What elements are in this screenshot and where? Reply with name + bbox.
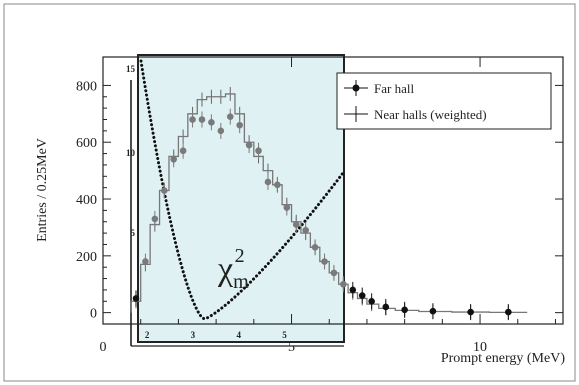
far-hall-point xyxy=(226,113,234,120)
far-hall-point xyxy=(264,178,272,186)
y-axis: 0 200 400 600 800 xyxy=(76,79,563,322)
x-tick-label: 5 xyxy=(288,340,295,355)
x-tick-label: 10 xyxy=(473,340,487,355)
far-hall-point xyxy=(330,269,338,277)
inset-x-tick-label: 4 xyxy=(236,330,241,340)
far-hall-point xyxy=(255,147,262,155)
far-hall-point xyxy=(236,121,243,129)
far-hall-point xyxy=(505,308,512,316)
far-hall-point xyxy=(170,155,177,163)
legend-far-hall-marker xyxy=(352,84,360,92)
far-hall-point xyxy=(189,116,196,123)
far-hall-point xyxy=(382,303,390,311)
legend-entry-far-hall: Far hall xyxy=(344,80,414,96)
far-hall-point xyxy=(160,187,168,194)
y-tick-label: 200 xyxy=(76,250,97,265)
far-hall-point xyxy=(132,295,140,302)
legend-far-hall-label: Far hall xyxy=(374,81,414,96)
x-axis-label: Prompt energy (MeV) xyxy=(441,351,565,366)
legend-box xyxy=(336,72,552,130)
far-hall-point xyxy=(198,116,206,123)
far-hall-point xyxy=(292,221,300,228)
far-hall-point xyxy=(217,127,225,135)
inset-axis: 2 3 4 5 15 10 5 xyxy=(126,64,344,347)
y-tick-label: 0 xyxy=(90,307,97,322)
far-hall-point xyxy=(321,258,328,265)
inset-x-tick-label: 5 xyxy=(282,330,287,340)
far-hall-point xyxy=(349,286,357,294)
far-hall-point xyxy=(311,244,319,251)
far-hall-point xyxy=(179,147,187,155)
legend-entry-near-halls: Near halls (weighted) xyxy=(344,106,487,122)
far-hall-point xyxy=(208,119,215,126)
far-hall-point xyxy=(274,181,281,189)
far-hall-point xyxy=(358,292,366,299)
inset-panel xyxy=(137,54,345,343)
far-hall-point xyxy=(245,141,253,149)
y-tick-label: 800 xyxy=(76,79,97,94)
far-hall-point xyxy=(401,306,408,314)
y-tick-label: 400 xyxy=(76,193,97,208)
inset-x-tick-label: 3 xyxy=(191,330,196,340)
y-axis-label: Entries / 0.25MeV xyxy=(35,138,50,242)
inset-x-tick-label: 2 xyxy=(145,330,150,340)
inset-y-tick-label: 15 xyxy=(126,64,136,74)
far-hall-point xyxy=(429,307,437,315)
inset-annotation-main: χ xyxy=(217,251,233,288)
inset-y-tick-label: 5 xyxy=(131,228,136,238)
inset-annotation-sub: m xyxy=(233,271,249,293)
inset-y-tick-label: 10 xyxy=(126,148,136,158)
inset-annotation: χm 2 xyxy=(217,245,249,293)
far-hall-point xyxy=(340,280,347,288)
inset-annotation-sup: 2 xyxy=(235,245,245,267)
far-hall-point xyxy=(142,258,149,265)
legend-near-halls-label: Near halls (weighted) xyxy=(374,107,487,122)
far-hall-point xyxy=(368,297,375,305)
far-hall-point xyxy=(467,308,474,316)
x-axis: 0 5 10 xyxy=(100,57,556,355)
far-hall-point xyxy=(302,226,309,234)
x-tick-label: 0 xyxy=(100,340,107,355)
far-hall-point xyxy=(283,204,291,211)
plot-frame xyxy=(102,56,564,325)
chi2-curve xyxy=(139,59,345,321)
far-hall-point xyxy=(151,215,159,223)
y-tick-label: 600 xyxy=(76,136,97,151)
legend: Far hall Near halls (weighted) xyxy=(336,72,552,130)
series-far-hall xyxy=(132,108,512,321)
